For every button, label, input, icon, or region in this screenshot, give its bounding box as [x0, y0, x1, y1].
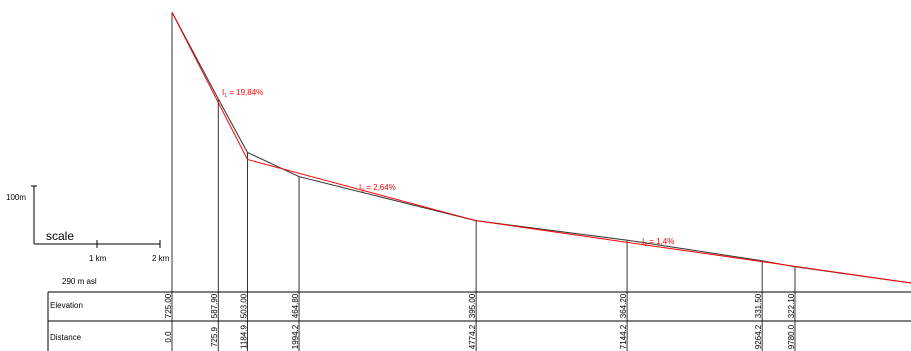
vertical-scale-bar: 100m	[6, 185, 37, 244]
station-elevation: 587.90	[210, 293, 219, 318]
scale-title: scale	[46, 229, 74, 243]
elevation-row-label: Elevation	[50, 301, 83, 310]
station-distance: 4774.2	[468, 324, 477, 349]
station-distance: 1994.2	[291, 324, 300, 349]
station-lines	[171, 12, 796, 351]
station-elevation: 503.00	[239, 293, 248, 318]
scale-tick-1km: 1 km	[89, 254, 107, 263]
station-elevation: 364.20	[619, 293, 628, 318]
terrain-profile-line	[171, 12, 911, 284]
slope-label-2: I2 = 2,64%	[359, 183, 396, 194]
station-distance: 1184.9	[239, 325, 248, 349]
station-distance: 9264.2	[754, 324, 763, 349]
horizontal-scale-bar: 1 km 2 km	[34, 240, 170, 263]
datum-label: 290 m asl	[62, 277, 97, 286]
station-distance: 9780.0	[787, 324, 796, 349]
station-values: 725.00 0.0 587.90 725.9 503.00 1184.9 464.80 19…	[164, 293, 796, 349]
slope-segments-line	[171, 12, 911, 284]
station-elevation: 331.50	[754, 293, 763, 318]
station-distance: 7144.2	[619, 324, 628, 349]
slope-label-3: I3 = 1,4%	[642, 237, 674, 248]
station-elevation: 395.00	[468, 293, 477, 318]
station-elevation: 725.00	[164, 293, 173, 318]
station-distance: 725.9	[210, 326, 219, 347]
profile-table: Elevation Distance	[47, 291, 911, 351]
vertical-scale-label: 100m	[6, 193, 26, 202]
station-distance: 0.0	[164, 331, 173, 343]
distance-row-label: Distance	[50, 333, 82, 342]
station-elevation: 322.10	[787, 293, 796, 318]
station-elevation: 464.80	[291, 293, 300, 318]
slope-label-1: I1 = 19,84%	[222, 88, 263, 99]
scale-tick-2km: 2 km	[152, 254, 170, 263]
